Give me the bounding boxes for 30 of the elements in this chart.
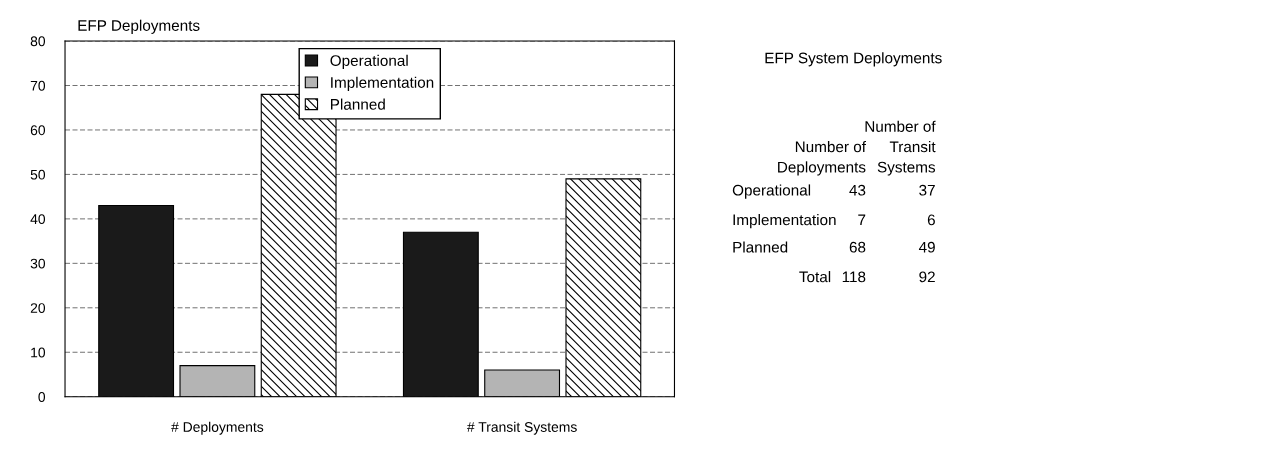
y-tick-label: 40	[30, 214, 46, 225]
data-label: 7	[858, 214, 866, 226]
x-tick-label: # Transit Systems	[466, 421, 577, 435]
text: Planned	[733, 241, 788, 253]
y-tick-label: 20	[30, 303, 46, 313]
text: 118	[842, 271, 866, 283]
y-tick-label: 0	[38, 392, 46, 402]
y-tick-label: 30	[30, 258, 46, 269]
y-tick-label: 70	[30, 80, 46, 91]
text: 92	[919, 271, 935, 283]
data-label: 68	[849, 241, 866, 253]
legend-label: Implementation	[331, 76, 434, 91]
y-tick-label: 10	[31, 347, 46, 358]
data-label: 43	[849, 184, 866, 196]
text: EFP System Deployments	[765, 52, 942, 67]
x-tick-label: # Deployments	[171, 421, 264, 435]
legend-label: Operational	[330, 54, 408, 70]
data-label: 49	[918, 241, 935, 253]
text: Operational	[732, 184, 811, 199]
data-label: 6	[927, 214, 935, 226]
y-axis-title: EFP Deployments	[78, 19, 200, 34]
category-label: Number of Deployments	[778, 140, 867, 176]
legend-label: Planned	[331, 98, 385, 110]
category-label: Number of Transit Systems	[865, 120, 936, 176]
y-tick-label: 60	[30, 125, 46, 136]
data-label: 37	[919, 184, 935, 196]
y-tick-label: 50	[30, 169, 46, 180]
text: Implementation	[733, 214, 836, 229]
y-tick-label: 80	[30, 36, 46, 47]
text: Total	[799, 271, 831, 283]
